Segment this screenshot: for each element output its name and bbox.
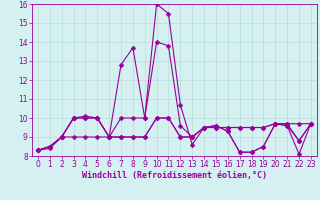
X-axis label: Windchill (Refroidissement éolien,°C): Windchill (Refroidissement éolien,°C) xyxy=(82,171,267,180)
